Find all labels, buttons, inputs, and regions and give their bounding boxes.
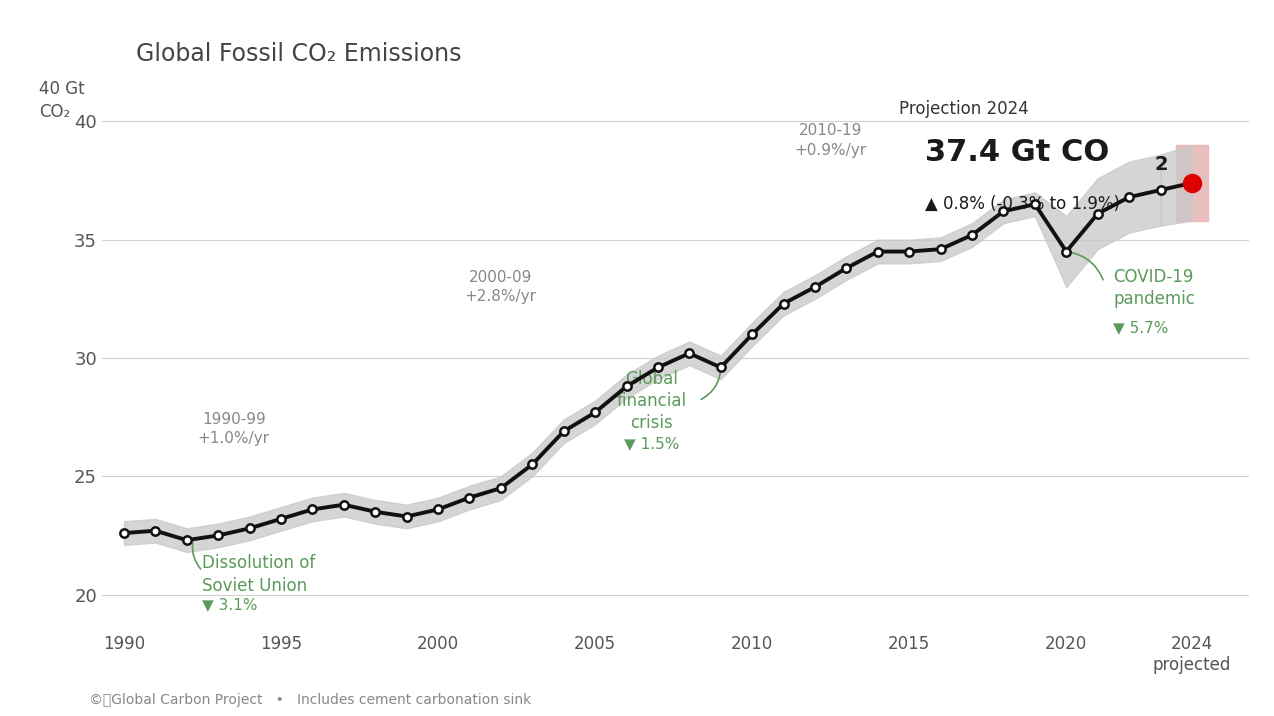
Text: ▼ 3.1%: ▼ 3.1% [203,597,257,612]
Text: 2010-19
+0.9%/yr: 2010-19 +0.9%/yr [795,123,866,158]
Text: Global
financial
crisis: Global financial crisis [617,370,687,432]
Text: 2000-09
+2.8%/yr: 2000-09 +2.8%/yr [465,270,536,304]
Text: ©ⓈGlobal Carbon Project   •   Includes cement carbonation sink: ©ⓈGlobal Carbon Project • Includes cemen… [89,693,531,707]
Text: Global Fossil CO₂ Emissions: Global Fossil CO₂ Emissions [136,42,461,67]
Text: ▼ 5.7%: ▼ 5.7% [1113,320,1168,335]
Text: ▼ 1.5%: ▼ 1.5% [624,436,679,451]
Text: Projection 2024: Projection 2024 [898,100,1028,117]
Text: 40 Gt
CO₂: 40 Gt CO₂ [39,80,84,121]
Text: Dissolution of
Soviet Union: Dissolution of Soviet Union [203,554,316,594]
Text: 2: 2 [1154,155,1168,174]
Text: 1990-99
+1.0%/yr: 1990-99 +1.0%/yr [197,412,270,446]
Text: ▲ 0.8% (-0.3% to 1.9%): ▲ 0.8% (-0.3% to 1.9%) [925,195,1120,213]
Text: COVID-19
pandemic: COVID-19 pandemic [1113,268,1195,309]
Text: 37.4 Gt CO: 37.4 Gt CO [925,137,1110,167]
